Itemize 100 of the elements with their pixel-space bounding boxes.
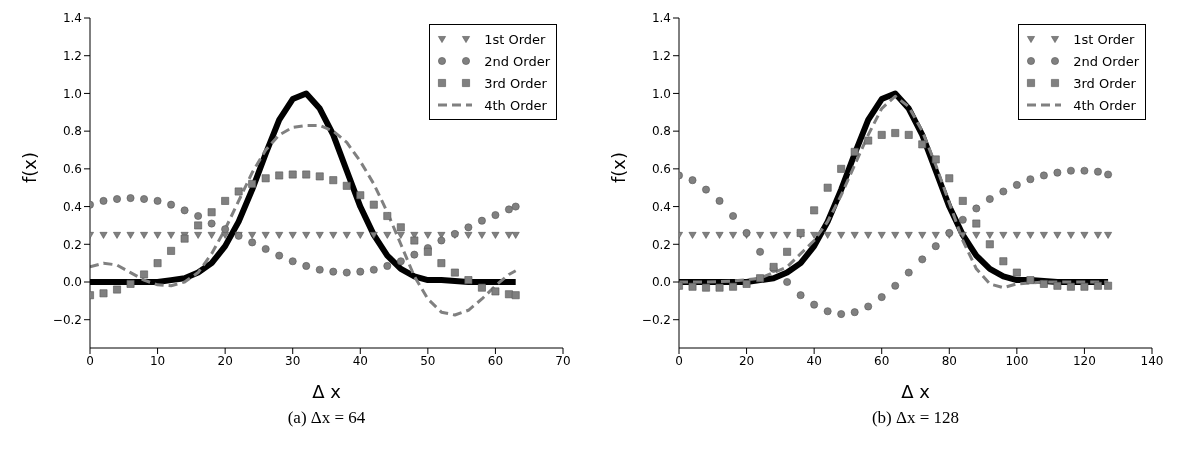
y-tick-label: 1.0 (651, 86, 671, 101)
point (207, 232, 216, 239)
point (302, 232, 311, 239)
legend-label: 1st Order (1073, 31, 1135, 47)
point (383, 262, 392, 270)
x-tick-label: 0 (675, 353, 683, 368)
point (329, 176, 338, 185)
point (1026, 276, 1035, 285)
legend-label: 2nd Order (484, 53, 550, 69)
point (702, 232, 710, 239)
x-tick-label: 30 (285, 353, 301, 368)
y-tick-label: −0.2 (641, 312, 671, 327)
point (769, 232, 778, 239)
point (1094, 232, 1102, 239)
y-axis-title: f(x) (608, 151, 630, 183)
x-tick-label: 50 (420, 353, 436, 368)
point (113, 285, 121, 294)
point (288, 257, 297, 266)
point (1026, 175, 1035, 184)
point (1053, 232, 1062, 239)
point (756, 247, 764, 256)
point (742, 279, 751, 288)
point (931, 242, 940, 251)
legend-label: 3rd Order (1073, 75, 1136, 91)
text: (a) Δx = 64 (286, 408, 367, 428)
point (850, 308, 859, 317)
point (315, 232, 324, 239)
point (837, 232, 846, 239)
y-tick-label: 0.8 (651, 124, 671, 139)
point (985, 232, 994, 239)
legend-label: 4th Order (1073, 97, 1136, 113)
point (985, 195, 994, 203)
point (823, 307, 832, 316)
point (1012, 268, 1021, 277)
y-tick-label: 0.4 (62, 199, 82, 214)
x-tick-label: 40 (806, 353, 822, 368)
point (383, 212, 392, 220)
point (140, 232, 148, 239)
point (891, 232, 900, 239)
point (958, 232, 967, 239)
y-tick-label: 0.2 (651, 237, 671, 252)
point (99, 197, 108, 205)
y-tick-label: 1.2 (651, 48, 671, 63)
x-tick-label: 0 (86, 353, 94, 368)
point (918, 255, 927, 264)
point (972, 219, 981, 228)
point (972, 232, 981, 239)
x-tick-label: 60 (874, 353, 890, 368)
point (396, 257, 405, 266)
point (302, 262, 311, 270)
point (1094, 167, 1102, 176)
point (1026, 232, 1035, 239)
point (153, 232, 162, 239)
point (288, 170, 297, 179)
point (1080, 166, 1089, 175)
point (918, 140, 927, 149)
x-tick-label: 70 (555, 353, 571, 368)
point (113, 195, 121, 203)
point (194, 232, 203, 239)
point (823, 183, 832, 192)
point (180, 234, 189, 243)
point (167, 232, 175, 239)
point (1067, 232, 1075, 239)
y-tick-label: 0.6 (651, 162, 671, 177)
point (410, 250, 419, 259)
point (248, 232, 257, 239)
point (464, 276, 473, 285)
x-tick-label: 80 (941, 353, 957, 368)
point (810, 232, 819, 239)
point (864, 302, 873, 311)
point (356, 267, 365, 276)
y-tick-label: 1.4 (651, 11, 671, 26)
point (478, 283, 486, 292)
point (505, 205, 513, 214)
y-tick-label: 0.4 (651, 199, 671, 214)
point (904, 131, 913, 139)
point (369, 200, 378, 209)
point (511, 232, 520, 239)
y-axis-title: f(x) (19, 151, 41, 183)
point (1012, 232, 1021, 239)
point (729, 232, 737, 239)
x-tick-label: 60 (487, 353, 504, 368)
point (1039, 171, 1048, 180)
point (342, 268, 351, 277)
point (194, 212, 203, 220)
point (972, 204, 981, 213)
point (1080, 282, 1089, 291)
point (891, 129, 900, 137)
x-tick-label: 20 (738, 353, 755, 368)
point (783, 247, 792, 256)
point (729, 282, 737, 291)
point (931, 155, 940, 164)
point (877, 232, 886, 239)
point (877, 293, 886, 301)
point (756, 274, 764, 283)
point (850, 147, 859, 156)
point (958, 197, 967, 205)
point (315, 172, 324, 181)
point (369, 232, 378, 239)
y-tick-label: 0.8 (62, 124, 82, 139)
